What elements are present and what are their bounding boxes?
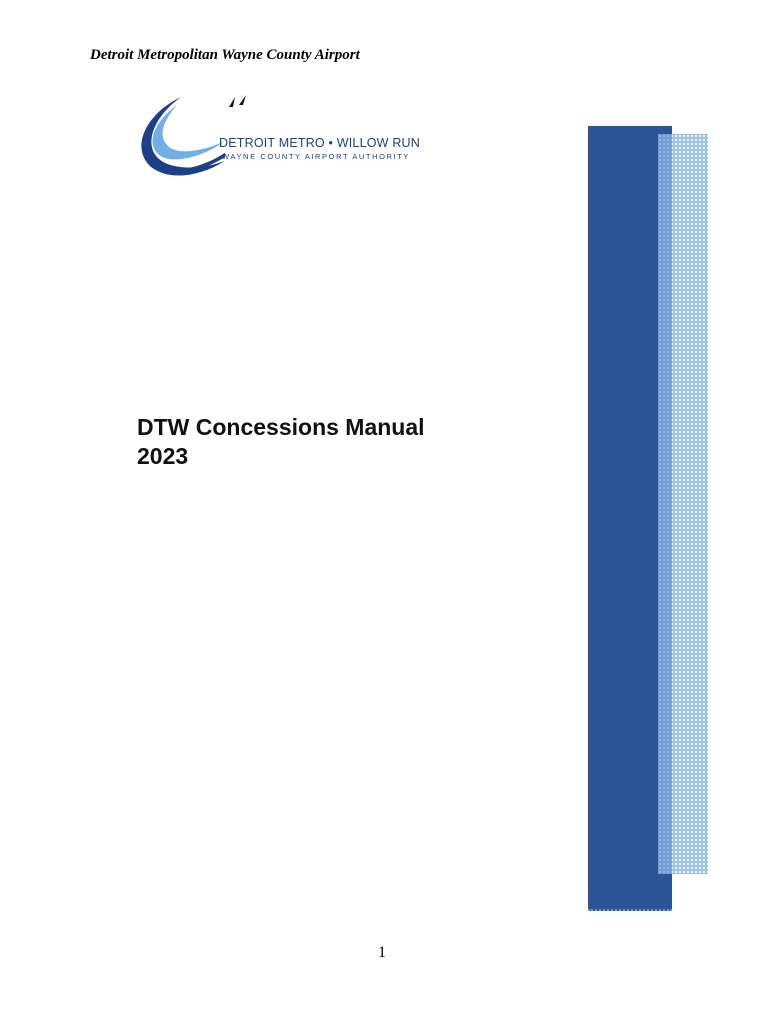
logo-name-line: DETROIT METRO • WILLOW RUN [219, 136, 421, 150]
page-number: 1 [378, 944, 386, 961]
document-title-line1: DTW Concessions Manual [137, 414, 425, 440]
header-title: Detroit Metropolitan Wayne County Airpor… [90, 47, 360, 63]
document-title: DTW Concessions Manual 2023 [137, 413, 425, 471]
swoosh-birds-logo-icon [141, 95, 246, 176]
logo-sub-line: WAYNE COUNTY AIRPORT AUTHORITY [222, 152, 411, 161]
decorative-bar-shade [658, 134, 672, 874]
document-title-line2: 2023 [137, 443, 189, 469]
